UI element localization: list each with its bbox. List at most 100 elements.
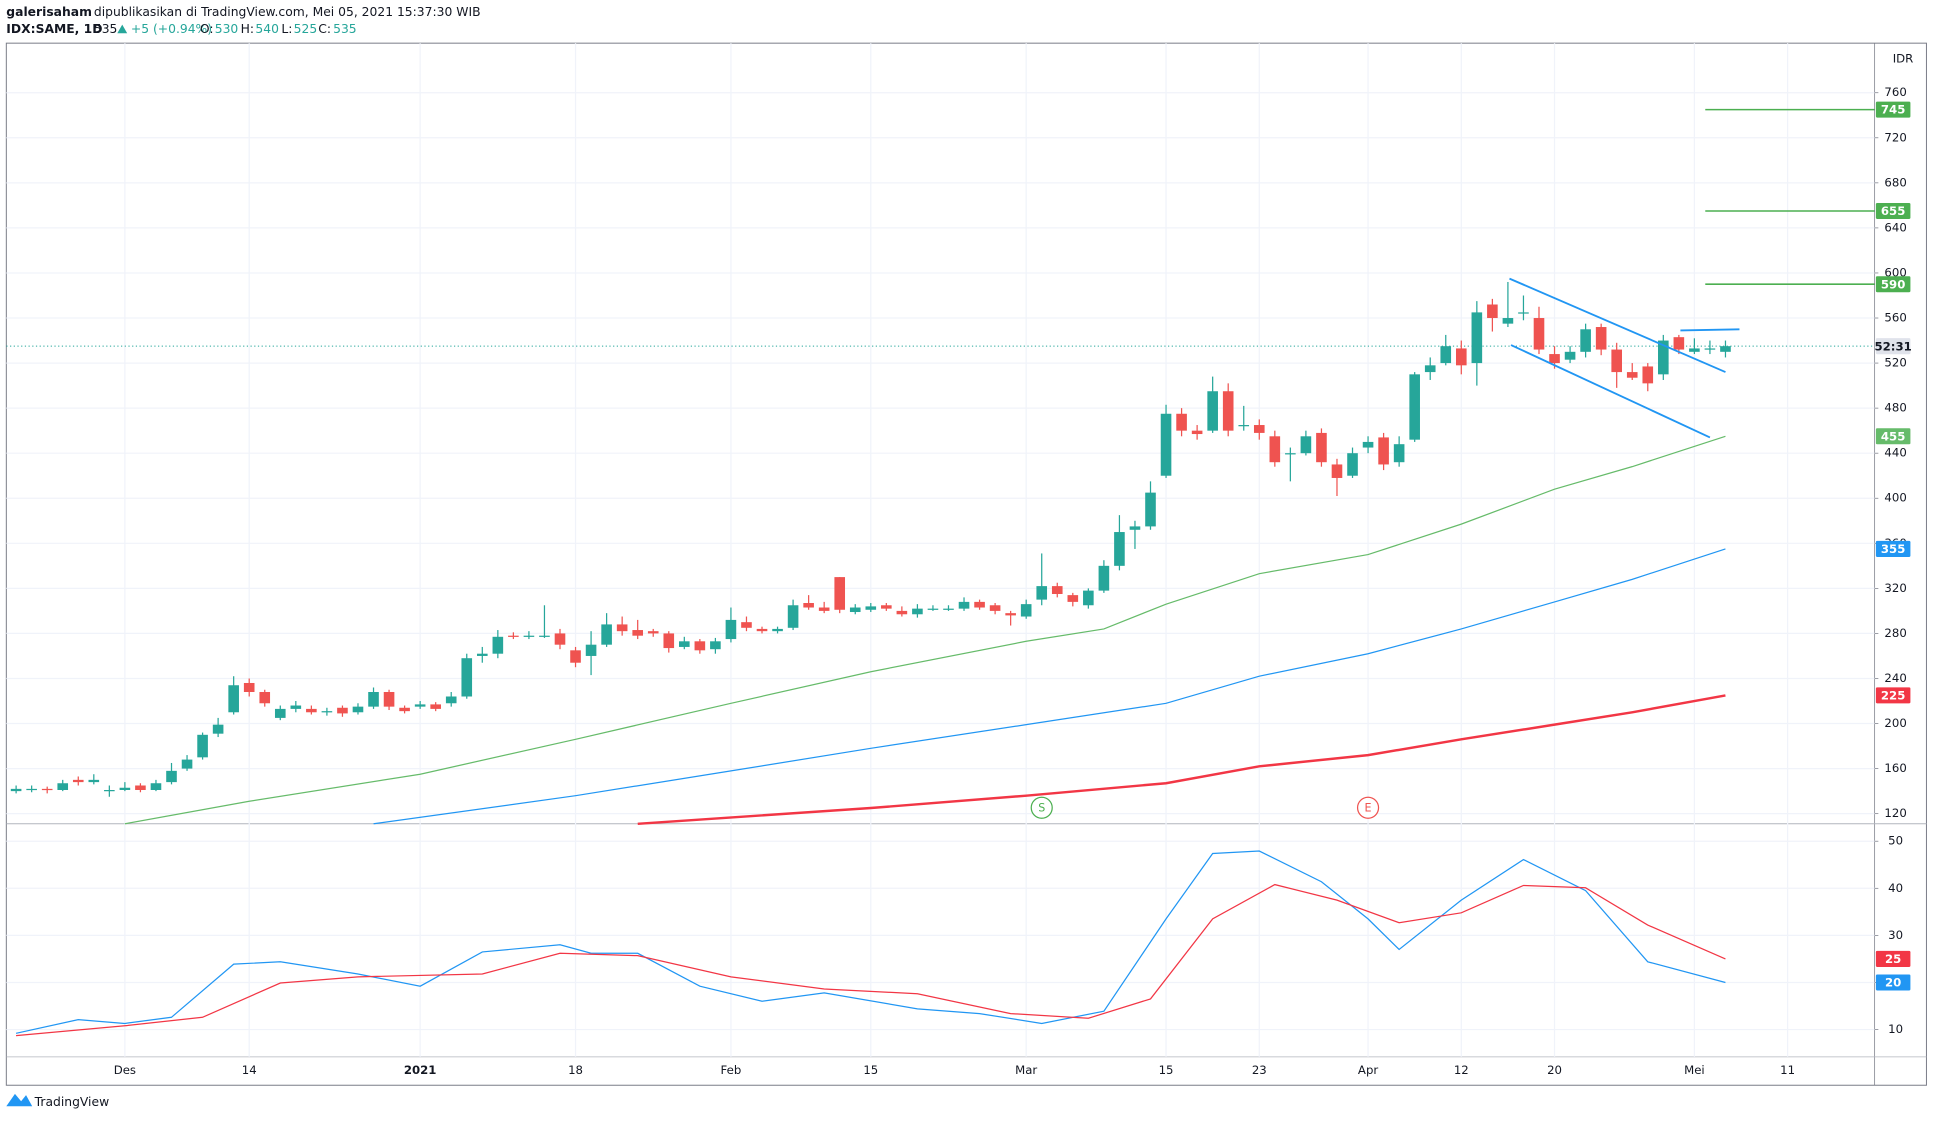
- candle-body: [1160, 413, 1172, 476]
- price-tag-label: 745: [1881, 103, 1905, 117]
- candle-body: [1331, 464, 1343, 478]
- x-tick-label: 15: [863, 1063, 878, 1077]
- candle-body: [787, 605, 799, 628]
- y-tick-label: 240: [1884, 671, 1906, 685]
- ohlc-label: L:: [281, 22, 292, 36]
- candle-body: [1580, 329, 1591, 352]
- y-tick-label: 680: [1884, 175, 1906, 189]
- candle-body: [834, 577, 846, 610]
- candle-body: [523, 635, 535, 637]
- candle-body: [1036, 586, 1048, 600]
- price-tag-label: 655: [1881, 204, 1905, 218]
- x-tick-label: 2021: [404, 1063, 437, 1077]
- candle-body: [772, 628, 783, 632]
- candle-body: [1673, 337, 1685, 350]
- candle-body: [290, 705, 302, 709]
- candle-body: [383, 691, 395, 707]
- candle-body: [1316, 432, 1327, 463]
- y-tick-label: 440: [1884, 446, 1906, 460]
- price-tag: [1875, 974, 1911, 991]
- y-tick-label: 40: [1888, 881, 1903, 895]
- chart-frame: [5, 42, 1927, 1086]
- candle-body: [756, 628, 768, 632]
- candle-body: [1098, 565, 1110, 591]
- candle-body: [1051, 586, 1063, 594]
- x-tick-label: 11: [1780, 1063, 1795, 1077]
- price-tag: [1875, 428, 1911, 445]
- candle-body: [1549, 354, 1560, 364]
- price-tag: [1875, 540, 1911, 557]
- moving-average: [124, 435, 1726, 825]
- candle-body: [570, 650, 581, 663]
- high-value: 540: [255, 22, 279, 36]
- candle-body: [1440, 346, 1452, 364]
- price-tag: [1875, 276, 1911, 293]
- candle-body: [1238, 425, 1250, 427]
- y-tick-label: 520: [1884, 356, 1906, 370]
- candle-body: [1471, 312, 1483, 364]
- candle-body: [259, 691, 271, 704]
- event-label: E: [1365, 801, 1372, 814]
- price-tag-label: 590: [1881, 277, 1905, 291]
- candle-body: [896, 610, 908, 615]
- ohlc-label: H:: [241, 22, 254, 36]
- y-tick-label: 640: [1884, 220, 1906, 234]
- candle-body: [1409, 374, 1420, 440]
- candle-body: [476, 653, 488, 656]
- x-tick-label: Des: [114, 1063, 136, 1077]
- candle-body: [337, 707, 348, 714]
- y-tick-label: 200: [1884, 716, 1906, 730]
- y-tick-label: 560: [1884, 311, 1906, 325]
- candle-body: [1642, 366, 1654, 384]
- candle-body: [1067, 595, 1079, 602]
- price-tag-label: 455: [1881, 429, 1905, 443]
- candle-body: [632, 630, 643, 636]
- brand: TradingView: [34, 1095, 110, 1109]
- candle-body: [1533, 318, 1545, 350]
- price-tag: [1875, 101, 1911, 118]
- candle-body: [119, 787, 131, 790]
- candle-body: [1704, 348, 1716, 350]
- candle-body: [974, 601, 985, 608]
- candle-body: [818, 607, 830, 611]
- low-value: 525: [294, 22, 318, 36]
- publisher: galerisaham: [6, 5, 92, 19]
- candle-body: [679, 641, 690, 647]
- moving-average: [373, 548, 1726, 825]
- oscillator-line: [15, 850, 1726, 1034]
- candle-body: [274, 708, 286, 718]
- x-tick-label: Mar: [1015, 1063, 1037, 1077]
- candle-body: [1285, 453, 1296, 455]
- candle-body: [741, 622, 752, 628]
- open-value: 530: [215, 22, 239, 36]
- candle-body: [445, 696, 457, 704]
- candle-body: [1145, 492, 1156, 527]
- up-arrow: [117, 24, 128, 34]
- candle-body: [57, 783, 69, 790]
- oscillator-line: [16, 883, 1726, 1037]
- candle-body: [1689, 348, 1700, 352]
- candle-body: [135, 785, 146, 790]
- candle-body: [616, 624, 628, 632]
- candle-body: [1269, 436, 1281, 463]
- candle-body: [585, 644, 597, 656]
- candle-body: [663, 633, 675, 649]
- event-marker: [1356, 796, 1380, 819]
- candle-body: [1083, 590, 1094, 606]
- candle-body: [958, 601, 970, 609]
- candle-body: [492, 636, 504, 654]
- last-price: 535: [94, 22, 118, 36]
- candle-body: [694, 641, 706, 651]
- candle-body: [430, 704, 441, 709]
- candle-body: [212, 724, 224, 734]
- x-tick-label: 18: [568, 1063, 583, 1077]
- change: +5 (+0.94%): [131, 22, 212, 36]
- y-tick-label: 320: [1884, 581, 1906, 595]
- price-tag-label: 355: [1881, 542, 1905, 556]
- candle-body: [601, 624, 612, 645]
- x-tick-label: Feb: [721, 1063, 742, 1077]
- candle-body: [803, 603, 814, 608]
- candle-body: [1518, 312, 1529, 314]
- candle-body: [1611, 349, 1622, 373]
- candle-body: [321, 711, 333, 713]
